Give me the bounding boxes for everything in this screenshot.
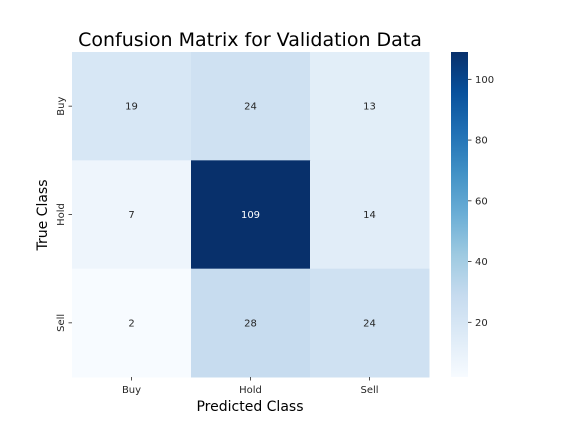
colorbar [451,52,468,377]
x-tick-label: Hold [239,385,262,396]
x-tick-label: Sell [360,385,378,396]
chart-title: Confusion Matrix for Validation Data [78,29,422,51]
colorbar-ticks: 20 40 60 80 100 [468,75,494,329]
cell-value-label: 24 [244,102,257,113]
cell-value-label: 7 [128,210,134,221]
heatmap-cell-buy-hold [191,52,311,161]
heatmap-cell-sell-hold [191,268,311,378]
heatmap-value-labels: 19 24 13 7 109 14 2 28 24 [125,102,376,330]
y-axis-title: True Class [35,179,51,251]
cell-value-label: 14 [363,210,376,221]
cell-value-label: 109 [241,210,260,221]
cell-value-label: 19 [125,102,138,113]
cell-value-label: 2 [128,318,134,329]
colorbar-tick-label: 20 [475,318,488,329]
colorbar-tick-label: 40 [475,257,488,268]
cell-value-label: 24 [363,318,376,329]
heatmap-cell-sell-buy [72,268,192,378]
heatmap-cell-hold-hold [191,160,311,270]
y-tick-label: Sell [56,314,67,332]
heatmap-cell-buy-sell [310,52,430,161]
heatmap-cell-buy-buy [72,52,192,161]
colorbar-tick-label: 60 [475,196,488,207]
y-tick-label: Buy [56,97,67,116]
y-axis-ticks: Buy Hold Sell [56,97,72,332]
colorbar-tick-label: 80 [475,136,488,147]
heatmap-cell-hold-buy [72,160,192,270]
cell-value-label: 28 [244,318,257,329]
x-axis-ticks: Buy Hold Sell [122,377,379,396]
heatmap-cell-sell-sell [310,268,430,378]
heatmap-cell-hold-sell [310,160,430,270]
cell-value-label: 13 [363,102,376,113]
colorbar-tick-label: 100 [475,75,494,86]
x-axis-title: Predicted Class [196,399,303,415]
y-tick-label: Hold [56,203,67,226]
heatmap-grid [72,52,430,378]
x-tick-label: Buy [122,385,141,396]
